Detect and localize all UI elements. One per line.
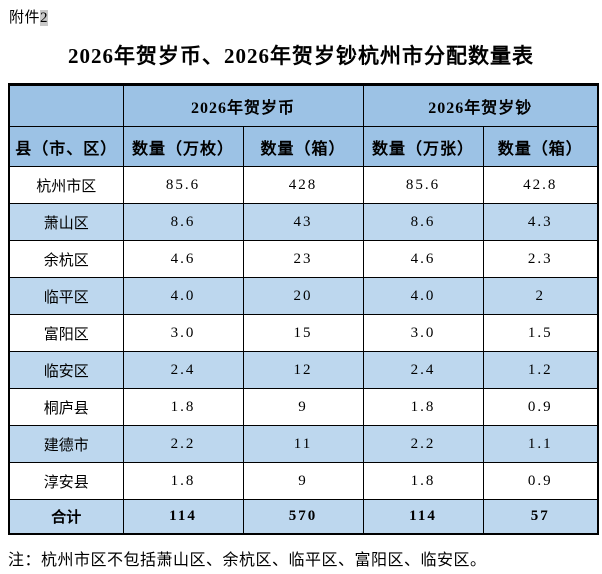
value-cell: 0.9 [482, 462, 599, 500]
value-cell: 23 [242, 240, 364, 278]
value-cell: 43 [242, 203, 364, 241]
value-cell: 20 [242, 277, 364, 315]
table-row: 富阳区 3.0 15 3.0 1.5 [8, 314, 599, 352]
total-value-cell: 114 [122, 499, 244, 534]
table-row: 萧山区 8.6 43 8.6 4.3 [8, 203, 599, 241]
value-cell: 1.5 [482, 314, 599, 352]
value-cell: 1.1 [482, 425, 599, 463]
value-cell: 9 [242, 388, 364, 426]
value-cell: 12 [242, 351, 364, 389]
allocation-table: 2026年贺岁币 2026年贺岁钞 县（市、区） 数量（万枚） 数量（箱） 数量… [8, 83, 600, 535]
value-cell: 3.0 [362, 314, 484, 352]
region-cell: 建德市 [8, 425, 124, 463]
value-cell: 85.6 [362, 166, 484, 204]
value-cell: 4.0 [362, 277, 484, 315]
value-cell: 1.8 [362, 462, 484, 500]
column-header-note-box: 数量（箱） [482, 126, 599, 167]
value-cell: 8.6 [362, 203, 484, 241]
value-cell: 15 [242, 314, 364, 352]
value-cell: 9 [242, 462, 364, 500]
attachment-label: 附件2 [9, 6, 49, 27]
attachment-number-field: 2 [40, 10, 49, 26]
value-cell: 1.8 [362, 388, 484, 426]
column-header-note-wan: 数量（万张） [362, 126, 484, 167]
region-cell: 余杭区 [8, 240, 124, 278]
value-cell: 2.4 [362, 351, 484, 389]
region-cell: 萧山区 [8, 203, 124, 241]
group-header-empty-cell [8, 84, 124, 127]
region-cell: 富阳区 [8, 314, 124, 352]
total-row: 合计 114 570 114 57 [8, 499, 599, 534]
value-cell: 2.2 [122, 425, 244, 463]
table-row: 余杭区 4.6 23 4.6 2.3 [8, 240, 599, 278]
value-cell: 8.6 [122, 203, 244, 241]
region-cell: 淳安县 [8, 462, 124, 500]
region-cell: 杭州市区 [8, 166, 124, 204]
value-cell: 2 [482, 277, 599, 315]
value-cell: 2.4 [122, 351, 244, 389]
value-cell: 85.6 [122, 166, 244, 204]
column-header-region: 县（市、区） [8, 126, 124, 167]
value-cell: 1.8 [122, 462, 244, 500]
total-label-cell: 合计 [8, 499, 124, 534]
column-header-coin-box: 数量（箱） [242, 126, 364, 167]
region-cell: 临安区 [8, 351, 124, 389]
value-cell: 4.6 [122, 240, 244, 278]
value-cell: 11 [242, 425, 364, 463]
total-value-cell: 114 [362, 499, 484, 534]
value-cell: 4.0 [122, 277, 244, 315]
value-cell: 3.0 [122, 314, 244, 352]
table-row: 杭州市区 85.6 428 85.6 42.8 [8, 166, 599, 204]
value-cell: 0.9 [482, 388, 599, 426]
column-header-row: 县（市、区） 数量（万枚） 数量（箱） 数量（万张） 数量（箱） [8, 126, 599, 167]
value-cell: 2.3 [482, 240, 599, 278]
column-header-coin-wan: 数量（万枚） [122, 126, 244, 167]
table-row: 桐庐县 1.8 9 1.8 0.9 [8, 388, 599, 426]
attachment-prefix: 附件 [9, 10, 41, 26]
table-row: 临安区 2.4 12 2.4 1.2 [8, 351, 599, 389]
value-cell: 428 [242, 166, 364, 204]
footnote: 注：杭州市区不包括萧山区、余杭区、临平区、富阳区、临安区。 [8, 552, 487, 569]
group-header-row: 2026年贺岁币 2026年贺岁钞 [8, 84, 599, 127]
value-cell: 42.8 [482, 166, 599, 204]
group-header-note: 2026年贺岁钞 [362, 84, 599, 127]
table-row: 临平区 4.0 20 4.0 2 [8, 277, 599, 315]
total-value-cell: 570 [242, 499, 364, 534]
value-cell: 1.2 [482, 351, 599, 389]
table-row: 淳安县 1.8 9 1.8 0.9 [8, 462, 599, 500]
region-cell: 桐庐县 [8, 388, 124, 426]
value-cell: 2.2 [362, 425, 484, 463]
value-cell: 4.3 [482, 203, 599, 241]
group-header-coin: 2026年贺岁币 [122, 84, 364, 127]
value-cell: 1.8 [122, 388, 244, 426]
page-title: 2026年贺岁币、2026年贺岁钞杭州市分配数量表 [68, 44, 534, 68]
table-row: 建德市 2.2 11 2.2 1.1 [8, 425, 599, 463]
region-cell: 临平区 [8, 277, 124, 315]
total-value-cell: 57 [482, 499, 599, 534]
value-cell: 4.6 [362, 240, 484, 278]
